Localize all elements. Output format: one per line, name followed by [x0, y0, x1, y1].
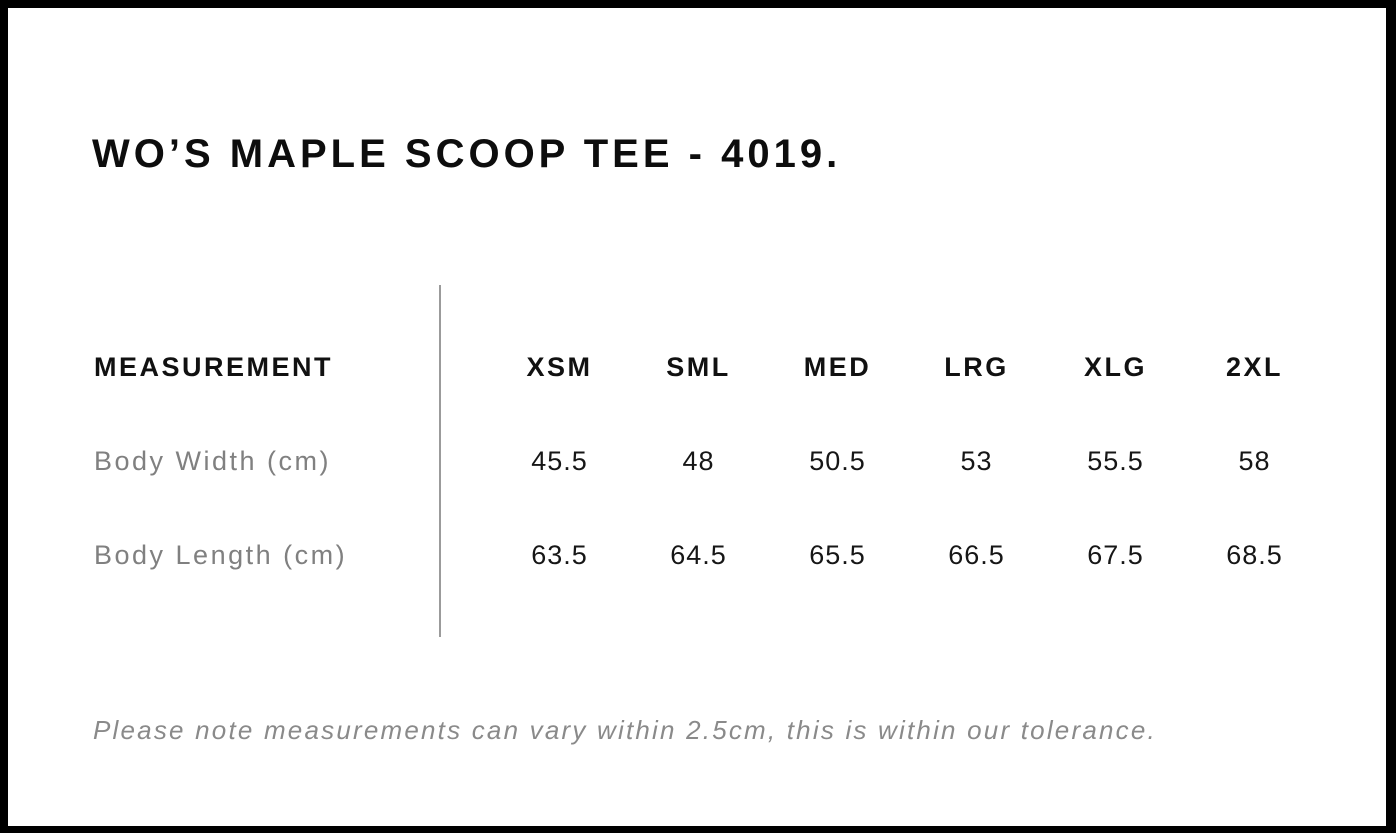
cell-body-width-xlg: 55.5 — [1087, 445, 1144, 476]
cell-body-width-med: 50.5 — [809, 445, 866, 476]
tolerance-note: Please note measurements can vary within… — [93, 715, 1157, 745]
column-header-xlg: XLG — [1083, 351, 1147, 382]
cell-body-length-med: 65.5 — [809, 539, 866, 570]
cell-body-width-xsm: 45.5 — [531, 445, 588, 476]
row-label-body-length: Body Length (cm) — [94, 539, 348, 570]
cell-body-width-2xl: 58 — [1238, 445, 1271, 476]
cell-body-length-xlg: 67.5 — [1087, 539, 1144, 570]
cell-body-length-xsm: 63.5 — [531, 539, 588, 570]
cell-body-length-lrg: 66.5 — [948, 539, 1005, 570]
column-header-med: MED — [803, 351, 872, 382]
cell-body-width-lrg: 53 — [960, 445, 993, 476]
table-divider-line — [439, 285, 441, 637]
cell-body-length-2xl: 68.5 — [1226, 539, 1283, 570]
cell-body-width-sml: 48 — [682, 445, 715, 476]
row-label-body-width: Body Width (cm) — [94, 445, 332, 476]
column-header-sml: SML — [666, 351, 731, 382]
column-header-measurement: MEASUREMENT — [94, 351, 334, 382]
column-header-lrg: LRG — [944, 351, 1009, 382]
column-header-xsm: XSM — [526, 351, 593, 382]
size-chart-table: MEASUREMENT XSM SML MED LRG XLG 2XL Body… — [94, 320, 1324, 602]
column-header-2xl: 2XL — [1225, 351, 1284, 382]
page-title: WO’S MAPLE SCOOP TEE - 4019. — [92, 131, 842, 176]
cell-body-length-sml: 64.5 — [670, 539, 727, 570]
